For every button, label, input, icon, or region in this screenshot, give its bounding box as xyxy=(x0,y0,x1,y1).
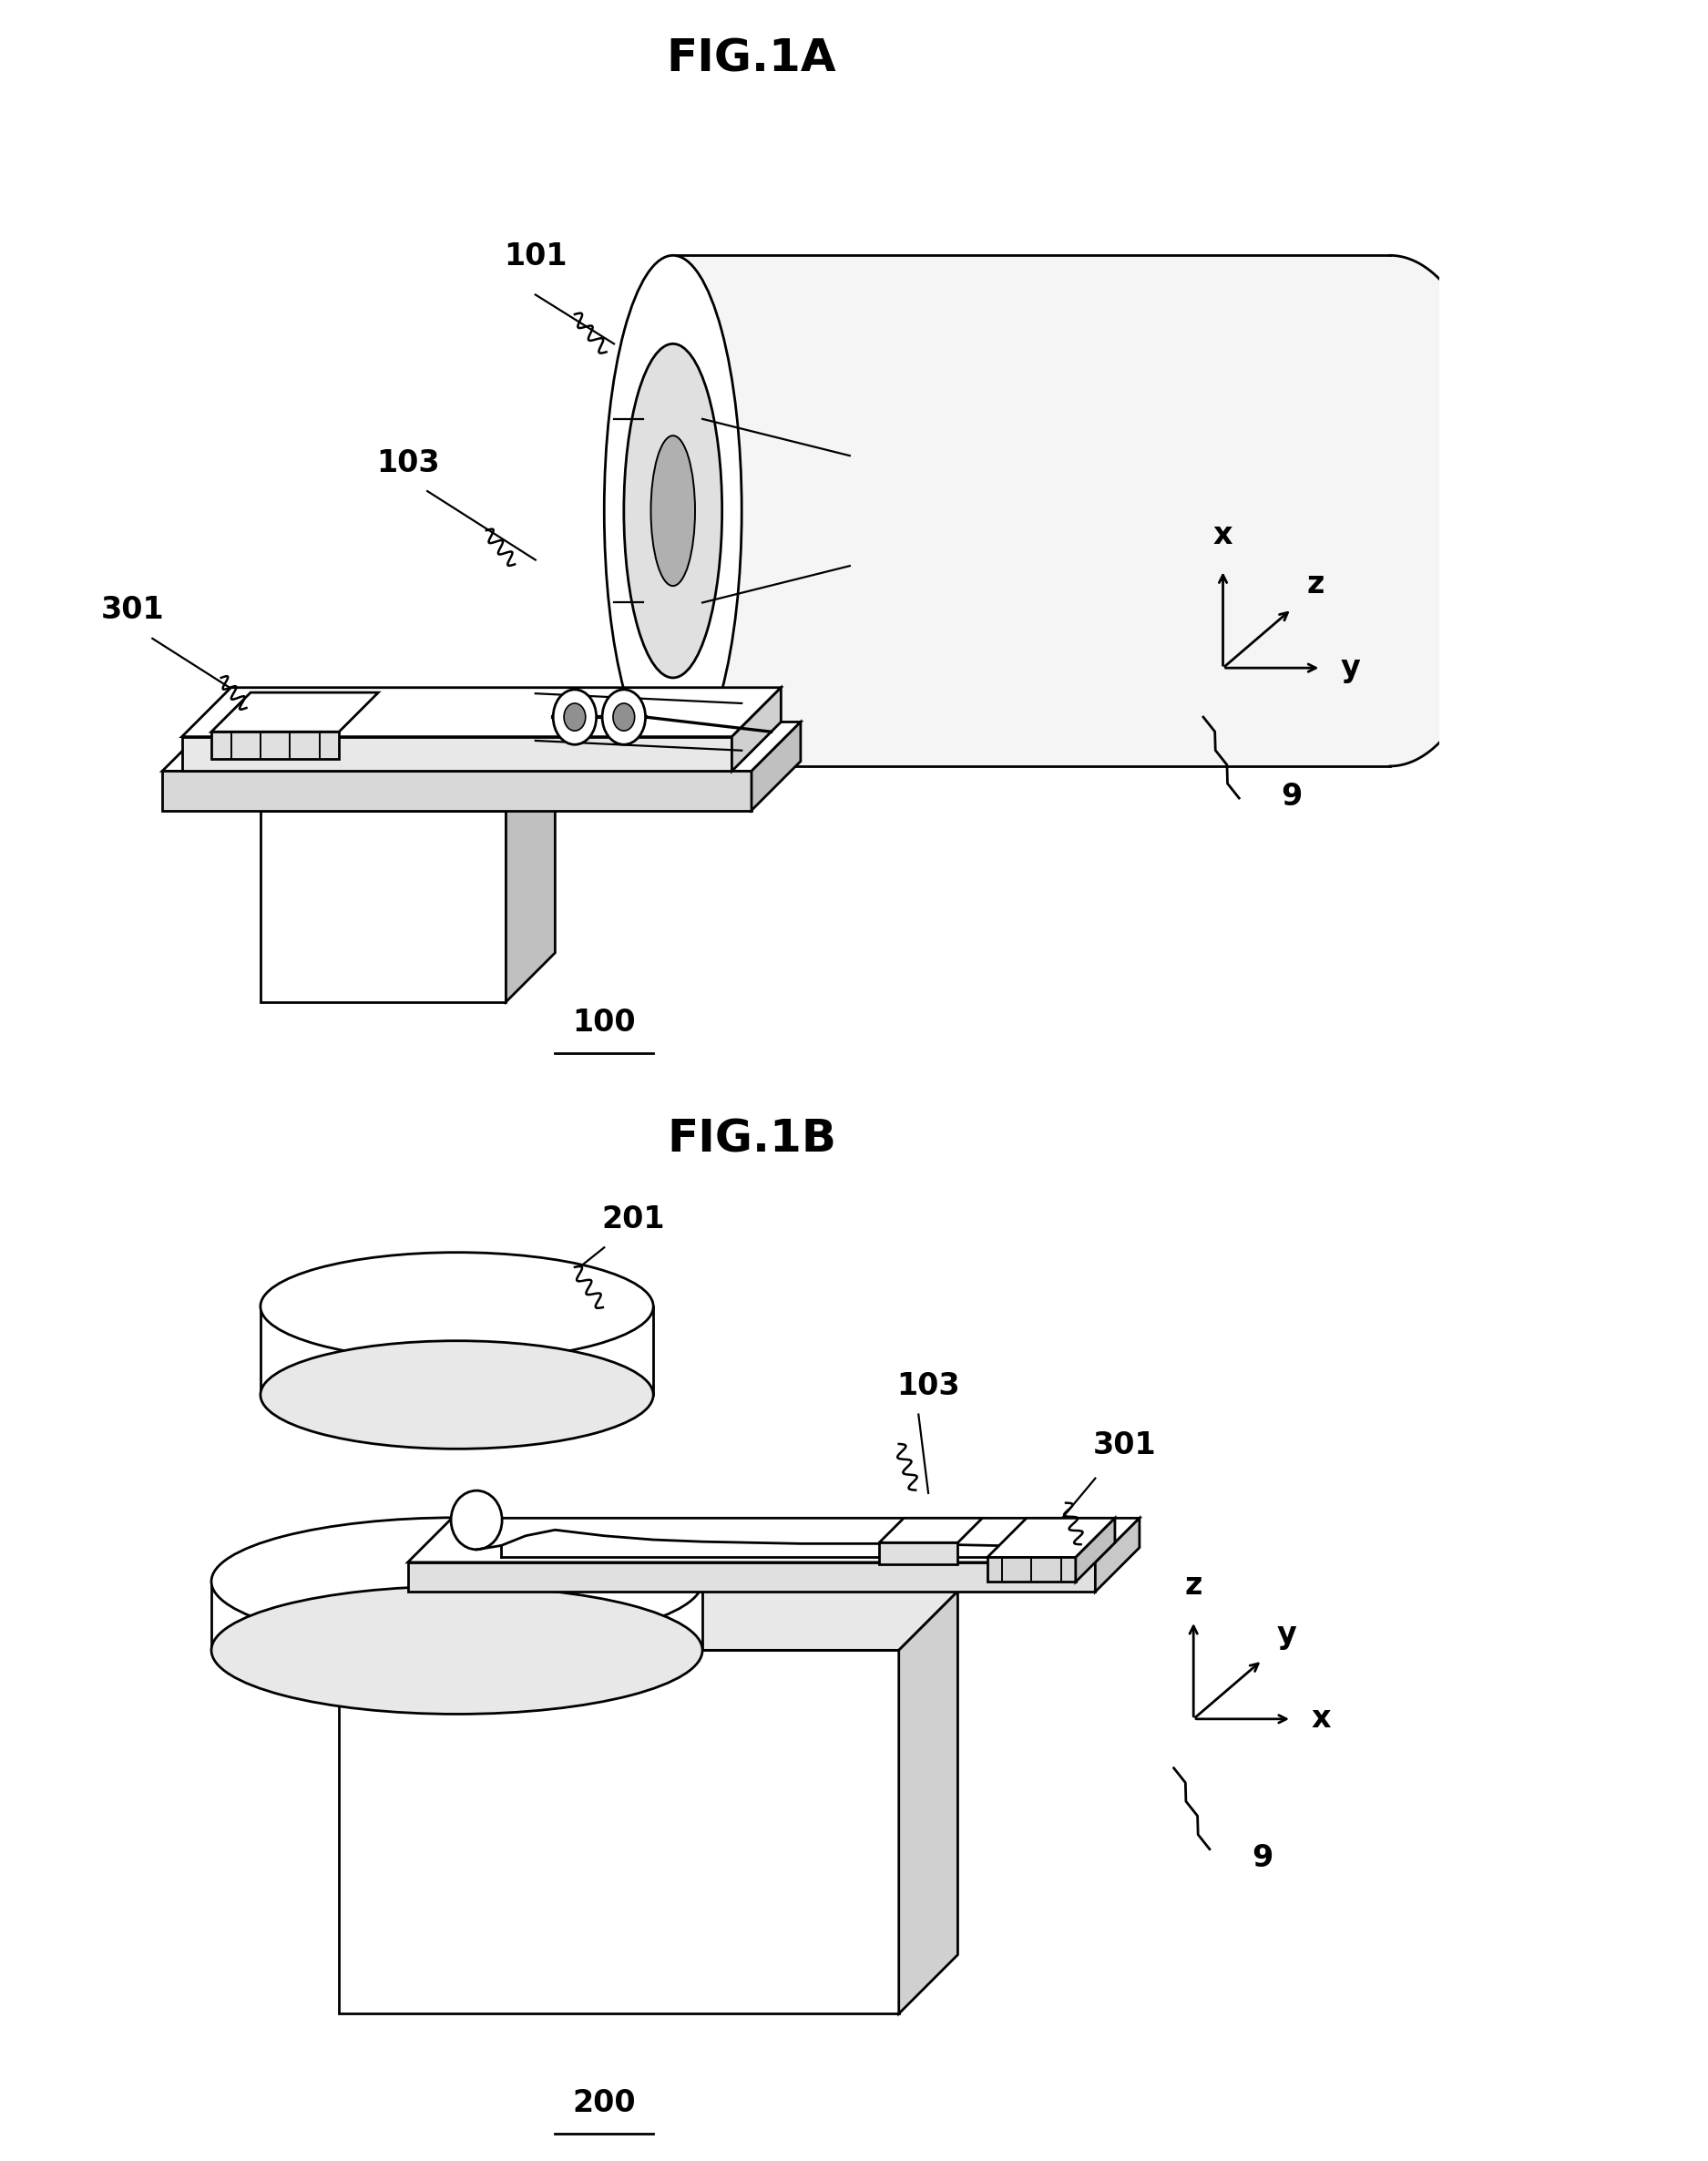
Polygon shape xyxy=(260,1307,652,1394)
Polygon shape xyxy=(181,737,731,771)
Polygon shape xyxy=(408,1562,1095,1593)
Polygon shape xyxy=(212,1582,702,1651)
Text: z: z xyxy=(1185,1571,1202,1601)
Polygon shape xyxy=(181,687,781,737)
Ellipse shape xyxy=(260,1253,652,1361)
Polygon shape xyxy=(260,761,555,810)
Polygon shape xyxy=(898,1590,958,2014)
Polygon shape xyxy=(1390,255,1508,767)
Text: 9: 9 xyxy=(1252,1843,1272,1874)
Ellipse shape xyxy=(623,344,722,679)
Ellipse shape xyxy=(260,1340,652,1448)
Polygon shape xyxy=(673,255,1390,767)
Polygon shape xyxy=(212,692,377,733)
Text: x: x xyxy=(1312,1703,1331,1733)
Ellipse shape xyxy=(603,689,646,746)
Ellipse shape xyxy=(613,702,635,730)
Text: 103: 103 xyxy=(897,1370,960,1400)
Text: z: z xyxy=(1307,568,1324,599)
Ellipse shape xyxy=(605,255,741,767)
Text: 103: 103 xyxy=(376,447,439,478)
Text: FIG.1A: FIG.1A xyxy=(666,37,837,80)
Text: x: x xyxy=(1213,521,1233,551)
Polygon shape xyxy=(752,722,801,810)
Ellipse shape xyxy=(451,1491,502,1549)
Polygon shape xyxy=(987,1558,1076,1582)
Polygon shape xyxy=(731,687,781,771)
Ellipse shape xyxy=(212,1517,702,1645)
Polygon shape xyxy=(1076,1517,1115,1582)
Ellipse shape xyxy=(564,702,586,730)
Text: FIG.1B: FIG.1B xyxy=(666,1117,837,1160)
Polygon shape xyxy=(260,810,506,1003)
Ellipse shape xyxy=(651,437,695,586)
Polygon shape xyxy=(162,722,801,771)
Polygon shape xyxy=(987,1517,1115,1558)
Text: 301: 301 xyxy=(101,594,164,625)
Polygon shape xyxy=(1095,1517,1139,1593)
Polygon shape xyxy=(338,1651,898,2014)
Text: y: y xyxy=(1341,653,1361,683)
Polygon shape xyxy=(212,733,338,759)
Ellipse shape xyxy=(553,689,596,746)
Text: y: y xyxy=(1278,1621,1296,1651)
Text: 301: 301 xyxy=(1093,1431,1156,1461)
Polygon shape xyxy=(506,761,555,1003)
Text: 201: 201 xyxy=(601,1204,666,1234)
Text: 101: 101 xyxy=(504,242,567,272)
Ellipse shape xyxy=(212,1586,702,1714)
Polygon shape xyxy=(880,1543,958,1565)
Text: 9: 9 xyxy=(1281,782,1301,813)
Polygon shape xyxy=(162,771,752,810)
Text: 100: 100 xyxy=(572,1007,635,1037)
Polygon shape xyxy=(338,1590,958,1651)
Polygon shape xyxy=(408,1517,1139,1562)
Text: 200: 200 xyxy=(572,2088,635,2118)
Polygon shape xyxy=(880,1517,982,1543)
